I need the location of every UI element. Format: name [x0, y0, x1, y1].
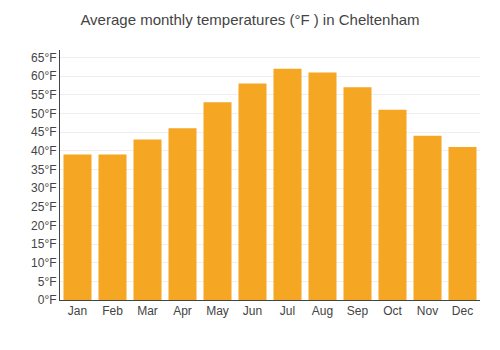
svg-text:65°F: 65°F [31, 51, 56, 65]
svg-text:Nov: Nov [417, 304, 438, 318]
svg-text:20°F: 20°F [31, 219, 56, 233]
svg-text:0°F: 0°F [38, 293, 57, 307]
svg-text:Jan: Jan [68, 304, 87, 318]
svg-text:55°F: 55°F [31, 88, 56, 102]
svg-text:15°F: 15°F [31, 237, 56, 251]
svg-text:60°F: 60°F [31, 69, 56, 83]
svg-text:25°F: 25°F [31, 200, 56, 214]
svg-text:40°F: 40°F [31, 144, 56, 158]
svg-text:45°F: 45°F [31, 125, 56, 139]
svg-text:Aug: Aug [312, 304, 333, 318]
svg-text:50°F: 50°F [31, 107, 56, 121]
svg-text:35°F: 35°F [31, 163, 56, 177]
svg-text:Dec: Dec [452, 304, 473, 318]
svg-text:Average monthly temperatures (: Average monthly temperatures (°F ) in Ch… [80, 11, 419, 28]
svg-text:Mar: Mar [137, 304, 158, 318]
svg-text:Oct: Oct [383, 304, 402, 318]
svg-text:Jul: Jul [280, 304, 295, 318]
svg-text:Jun: Jun [243, 304, 262, 318]
svg-text:30°F: 30°F [31, 181, 56, 195]
svg-text:Sep: Sep [347, 304, 369, 318]
svg-text:5°F: 5°F [38, 275, 57, 289]
svg-text:Feb: Feb [102, 304, 123, 318]
svg-text:Apr: Apr [173, 304, 192, 318]
svg-text:10°F: 10°F [31, 256, 56, 270]
svg-text:May: May [206, 304, 229, 318]
